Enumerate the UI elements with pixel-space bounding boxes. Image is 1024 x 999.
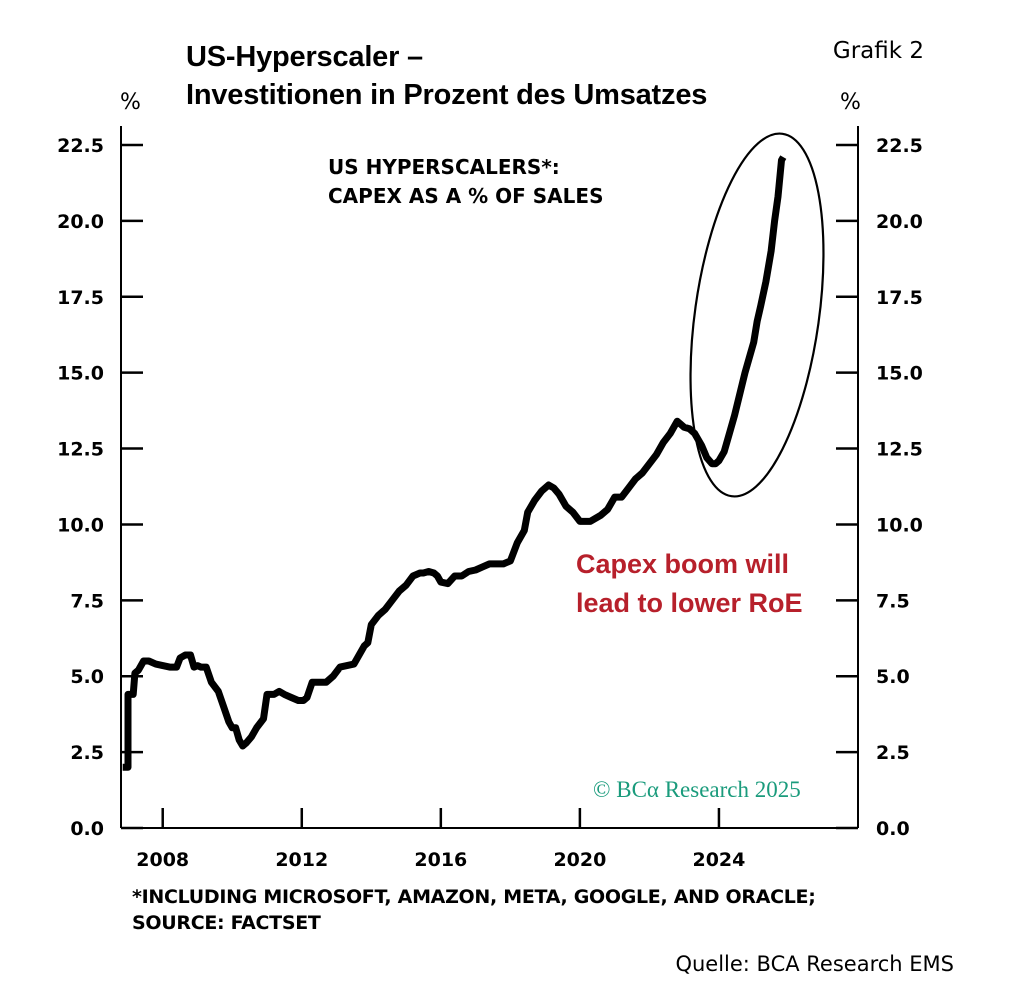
y-tick-label-left: 7.5 (70, 590, 104, 612)
source-label: Quelle: BCA Research EMS (675, 952, 954, 976)
chart-ticks: 0.0 0.0 2.5 2.5 5.0 5.0 7.5 7.5 10.0 10.0 12.5 12.5… (57, 135, 923, 871)
figure-label: Grafik 2 (832, 38, 924, 64)
x-tick-label: 2012 (275, 849, 328, 871)
y-tick-label-left: 5.0 (70, 666, 104, 688)
chart-inner-title-line-1: US HYPERSCALERS*: (328, 155, 560, 179)
chart-inner-title-line-2: CAPEX AS A % OF SALES (328, 184, 603, 208)
y-unit-right: % (840, 90, 861, 115)
y-tick-label-right: 12.5 (876, 439, 923, 461)
y-tick-label-left: 22.5 (57, 135, 104, 157)
y-unit-left: % (120, 90, 141, 115)
y-tick-label-left: 0.0 (70, 818, 104, 840)
y-tick-label-right: 20.0 (876, 211, 923, 233)
title-line-2: Investitionen in Prozent des Umsatzes (186, 79, 708, 111)
y-tick-label-right: 10.0 (876, 514, 923, 536)
page-title: US-Hyperscaler – Investitionen in Prozen… (186, 38, 707, 114)
annotation-line-2: lead to lower RoE (576, 588, 803, 618)
y-tick-label-right: 22.5 (876, 135, 923, 157)
y-tick-label-left: 10.0 (57, 514, 104, 536)
watermark-text: © BCα Research 2025 (593, 777, 801, 802)
title-line-1: US-Hyperscaler – (186, 41, 423, 73)
y-tick-label-right: 17.5 (876, 287, 923, 309)
x-tick-label: 2016 (414, 849, 467, 871)
y-tick-label-right: 2.5 (876, 742, 910, 764)
y-tick-label-left: 12.5 (57, 439, 104, 461)
chart-footnote: *INCLUDING MICROSOFT, AMAZON, META, GOOG… (132, 884, 816, 936)
footnote-line-1: *INCLUDING MICROSOFT, AMAZON, META, GOOG… (132, 886, 816, 908)
footnote-line-2: SOURCE: FACTSET (132, 912, 321, 934)
y-tick-label-right: 5.0 (876, 666, 910, 688)
y-tick-label-right: 0.0 (876, 818, 910, 840)
x-tick-label: 2024 (692, 849, 745, 871)
y-tick-label-right: 15.0 (876, 363, 923, 385)
annotation-line-1: Capex boom will (576, 549, 789, 579)
x-tick-label: 2020 (553, 849, 606, 871)
y-tick-label-left: 20.0 (57, 211, 104, 233)
y-tick-label-right: 7.5 (876, 590, 910, 612)
series-line (122, 155, 787, 771)
chart-axes (120, 126, 859, 829)
y-tick-label-left: 2.5 (70, 742, 104, 764)
y-tick-label-left: 15.0 (57, 363, 104, 385)
chart-overlays: US HYPERSCALERS*: CAPEX AS A % OF SALES Ca… (328, 132, 825, 802)
x-tick-label: 2008 (136, 849, 189, 871)
y-tick-label-left: 17.5 (57, 287, 104, 309)
highlight-ellipse (689, 132, 825, 498)
chart-series (122, 155, 787, 771)
